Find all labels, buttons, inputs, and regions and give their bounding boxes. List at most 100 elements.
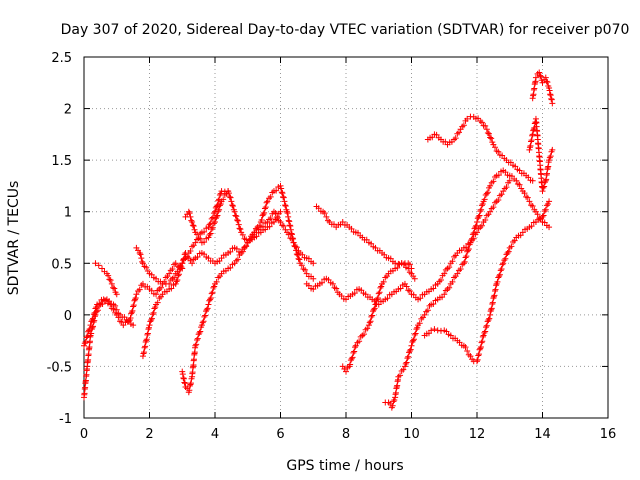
plus-marker — [295, 255, 302, 262]
plus-marker — [192, 342, 199, 349]
plus-marker — [186, 382, 193, 389]
plus-marker — [491, 292, 498, 299]
plus-marker — [318, 279, 325, 286]
plus-marker — [266, 223, 273, 230]
plus-marker — [537, 72, 544, 79]
plus-marker — [446, 264, 453, 271]
plus-marker — [395, 260, 402, 267]
plus-marker — [113, 306, 120, 313]
plus-marker — [280, 194, 287, 201]
plus-marker — [464, 115, 471, 122]
plus-marker — [211, 283, 218, 290]
plus-marker — [286, 218, 293, 225]
plus-marker — [130, 303, 137, 310]
series-trace-g — [182, 188, 284, 246]
plus-marker — [546, 157, 553, 164]
plus-marker — [546, 154, 553, 161]
plus-marker — [372, 301, 379, 308]
plus-marker — [85, 327, 92, 334]
plus-marker — [282, 202, 289, 209]
plus-marker — [227, 194, 234, 201]
plus-marker — [157, 284, 164, 291]
plus-marker — [189, 219, 196, 226]
plus-marker — [287, 226, 294, 233]
y-axis-label: SDTVAR / TECUs — [6, 181, 22, 296]
plus-marker — [208, 290, 215, 297]
plus-marker — [526, 198, 533, 205]
plus-marker — [89, 317, 96, 324]
plus-marker — [128, 310, 135, 317]
plus-marker — [369, 312, 376, 319]
plus-marker — [350, 349, 357, 356]
plus-marker — [539, 188, 546, 195]
plus-marker — [351, 348, 358, 355]
plus-marker — [513, 177, 520, 184]
plus-marker — [193, 341, 200, 348]
plus-marker — [483, 324, 490, 331]
plus-marker — [86, 325, 93, 332]
axis-ticks: 0 2 4 6 8 10 12 14 16 -1 -0.5 0 0.5 1 1.5 2 2.5 — [47, 51, 617, 442]
plus-marker — [181, 380, 188, 387]
plus-marker — [90, 311, 97, 318]
plus-marker — [480, 332, 487, 339]
plus-marker — [392, 260, 399, 267]
plus-marker — [506, 177, 513, 184]
plus-marker — [437, 327, 444, 334]
plus-marker — [285, 231, 292, 238]
plus-marker — [201, 239, 208, 246]
plus-marker — [410, 337, 417, 344]
plus-marker — [411, 275, 418, 282]
plus-marker — [547, 91, 554, 98]
plus-marker — [196, 329, 203, 336]
plus-marker — [492, 144, 499, 151]
plus-marker — [477, 208, 484, 215]
plus-marker — [474, 356, 481, 363]
plus-marker — [149, 311, 156, 318]
plus-marker — [202, 312, 209, 319]
plus-marker — [417, 295, 424, 302]
plus-marker — [198, 322, 205, 329]
plus-marker — [434, 327, 441, 334]
plus-marker — [206, 221, 213, 228]
plus-marker — [180, 375, 187, 382]
plus-marker — [260, 211, 267, 218]
plus-marker — [205, 224, 212, 231]
plus-marker — [293, 251, 300, 258]
plus-marker — [484, 129, 491, 136]
plus-marker — [261, 205, 268, 212]
plus-marker — [107, 277, 114, 284]
plus-marker — [302, 266, 309, 273]
plus-marker — [267, 193, 274, 200]
plus-marker — [486, 130, 493, 137]
plus-marker — [449, 278, 456, 285]
plus-marker — [488, 135, 495, 142]
plus-marker — [367, 318, 374, 325]
plus-marker — [84, 333, 91, 340]
plus-marker — [475, 351, 482, 358]
plus-marker — [209, 214, 216, 221]
plus-marker — [284, 210, 291, 217]
series-trace-c — [92, 260, 120, 298]
plus-marker — [504, 249, 511, 256]
plus-marker — [235, 221, 242, 228]
plus-marker — [111, 285, 118, 292]
plus-marker — [462, 254, 469, 261]
series-trace-o — [526, 115, 556, 195]
y-tick-label: 1.5 — [51, 154, 72, 169]
plus-marker — [274, 215, 281, 222]
plus-marker — [366, 319, 373, 326]
series-trace-i — [303, 177, 513, 308]
plus-marker — [310, 260, 317, 267]
plus-marker — [203, 306, 210, 313]
plus-marker — [472, 224, 479, 231]
plus-marker — [482, 328, 489, 335]
plus-marker — [193, 231, 200, 238]
plus-marker — [479, 200, 486, 207]
plus-marker — [430, 285, 437, 292]
plus-marker — [501, 257, 508, 264]
plus-marker — [115, 314, 122, 321]
plus-marker — [207, 230, 214, 237]
plus-marker — [543, 78, 550, 85]
plus-marker — [380, 278, 387, 285]
plus-marker — [204, 305, 211, 312]
